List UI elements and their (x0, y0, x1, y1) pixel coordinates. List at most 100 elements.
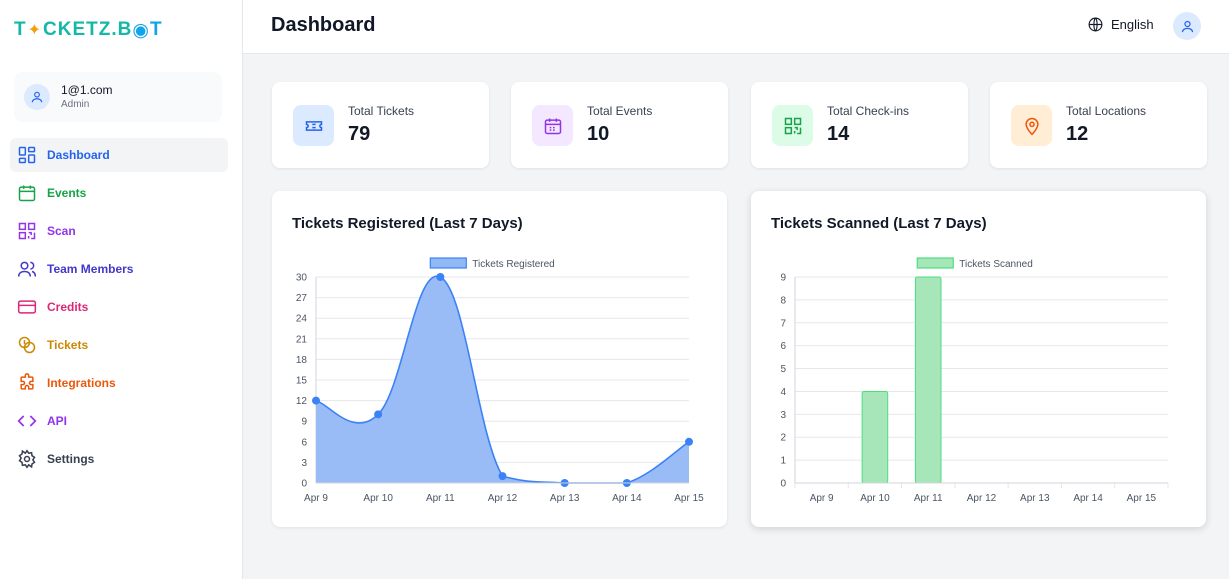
app-logo[interactable]: T ✦ CKETZ.B ◉ T (14, 12, 163, 48)
chart-card-tickets-registered: Tickets Registered (Last 7 Days) Tickets… (272, 191, 727, 527)
y-tick-label: 7 (780, 318, 786, 329)
code-icon (17, 415, 37, 427)
sidebar-item-label: Tickets (47, 338, 89, 352)
stat-icon-box (532, 105, 573, 146)
x-tick-label: Apr 15 (674, 493, 704, 504)
y-tick-label: 8 (780, 295, 786, 306)
qr-code-icon (18, 222, 36, 240)
sidebar-item-label: Dashboard (47, 148, 110, 162)
x-tick-label: Apr 14 (612, 493, 642, 504)
sidebar-item-settings[interactable]: Settings (10, 442, 228, 476)
x-tick-label: Apr 12 (967, 493, 997, 504)
user-icon (1181, 20, 1193, 32)
x-tick-label: Apr 15 (1127, 493, 1157, 504)
sidebar-item-credits[interactable]: Credits (10, 290, 228, 324)
x-tick-label: Apr 9 (810, 493, 834, 504)
x-tick-label: Apr 11 (426, 493, 455, 504)
stat-label: Total Check-ins (827, 104, 910, 118)
sidebar: T ✦ CKETZ.B ◉ T 1@1.com Admin Dashboard Even… (0, 0, 243, 579)
x-tick-label: Apr 11 (914, 493, 943, 504)
y-tick-label: 1 (780, 456, 786, 467)
y-tick-label: 18 (296, 355, 308, 366)
stat-value: 12 (1066, 123, 1089, 145)
tickets-scanned-chart: Tickets Scanned 0 1 2 3 4 5 6 7 8 9 Apr 9 Apr 10 Apr … (780, 257, 1169, 504)
sidebar-item-label: Credits (47, 300, 89, 314)
chart-title: Tickets Registered (Last 7 Days) (292, 215, 523, 232)
profile-avatar-button[interactable] (1173, 12, 1201, 40)
user-role: Admin (61, 99, 90, 110)
y-tick-label: 30 (296, 273, 308, 284)
data-point (498, 472, 507, 481)
stat-value: 10 (587, 123, 610, 145)
y-tick-label: 15 (296, 376, 308, 387)
dashboard-icon (18, 146, 36, 164)
legend-swatch (429, 257, 467, 269)
stat-card-total-events: Total Events 10 (511, 82, 728, 168)
y-tick-label: 4 (780, 387, 786, 398)
chart-title: Tickets Scanned (Last 7 Days) (771, 215, 987, 232)
credit-card-icon (17, 300, 37, 314)
sidebar-item-label: API (47, 414, 68, 428)
sidebar-item-label: Scan (47, 224, 76, 238)
stat-icon-box (293, 105, 334, 146)
data-point (685, 437, 693, 446)
x-tick-label: Apr 14 (1073, 493, 1103, 504)
y-tick-label: 3 (780, 410, 786, 421)
calendar-icon (544, 118, 561, 134)
y-tick-label: 12 (296, 396, 308, 407)
x-tick-label: Apr 12 (488, 493, 518, 504)
logo-text: CKETZ.B (43, 19, 133, 40)
bar (861, 390, 889, 484)
qr-code-icon (784, 117, 801, 134)
y-tick-label: 6 (301, 437, 307, 448)
user-card[interactable]: 1@1.com Admin (14, 72, 222, 122)
data-point (374, 410, 383, 419)
legend-label: Tickets Scanned (959, 259, 1033, 270)
stat-card-total-locations: Total Locations 12 (990, 82, 1207, 168)
language-selector[interactable]: English (1087, 16, 1154, 33)
x-tick-label: Apr 13 (550, 493, 580, 504)
stat-icon-box (1011, 105, 1052, 146)
language-label: English (1111, 17, 1154, 32)
legend-swatch (916, 257, 954, 269)
y-tick-label: 24 (296, 314, 308, 325)
sidebar-item-integrations[interactable]: Integrations (10, 366, 228, 400)
sidebar-item-team-members[interactable]: Team Members (10, 252, 228, 286)
sidebar-item-label: Team Members (47, 262, 134, 276)
map-pin-icon (1024, 117, 1039, 135)
y-tick-label: 27 (296, 293, 308, 304)
data-point (436, 273, 445, 281)
sidebar-item-label: Integrations (47, 376, 116, 390)
logo-letter-t-end: T (149, 19, 163, 40)
sidebar-item-tickets[interactable]: Tickets (10, 328, 228, 362)
user-email: 1@1.com (61, 83, 113, 97)
y-tick-label: 2 (780, 433, 786, 444)
bot-logo-icon: ◉ (132, 19, 150, 41)
user-avatar (24, 84, 50, 110)
sidebar-item-label: Events (47, 186, 87, 200)
puzzle-icon (20, 373, 34, 390)
data-point (312, 396, 320, 405)
stat-card-total-check-ins: Total Check-ins 14 (751, 82, 968, 168)
sidebar-item-api[interactable]: API (10, 404, 228, 438)
legend-label: Tickets Registered (472, 259, 554, 270)
y-tick-label: 9 (780, 273, 786, 284)
sidebar-item-label: Settings (47, 452, 95, 466)
stat-label: Total Tickets (348, 104, 415, 118)
y-tick-label: 0 (780, 479, 786, 490)
globe-icon (1088, 17, 1103, 32)
bar (914, 276, 942, 484)
sidebar-item-dashboard[interactable]: Dashboard (10, 138, 228, 172)
sidebar-item-events[interactable]: Events (10, 176, 228, 210)
calendar-icon (18, 185, 36, 202)
ticket-icon (305, 120, 322, 131)
y-tick-label: 0 (301, 479, 307, 490)
x-tick-label: Apr 9 (304, 493, 328, 504)
area-fill (316, 276, 689, 483)
stat-label: Total Locations (1066, 104, 1147, 118)
ticket-logo-icon: ✦ (27, 22, 43, 39)
stat-value: 79 (348, 123, 371, 145)
user-icon (31, 91, 43, 103)
sidebar-item-scan[interactable]: Scan (10, 214, 228, 248)
x-tick-label: Apr 10 (363, 493, 393, 504)
